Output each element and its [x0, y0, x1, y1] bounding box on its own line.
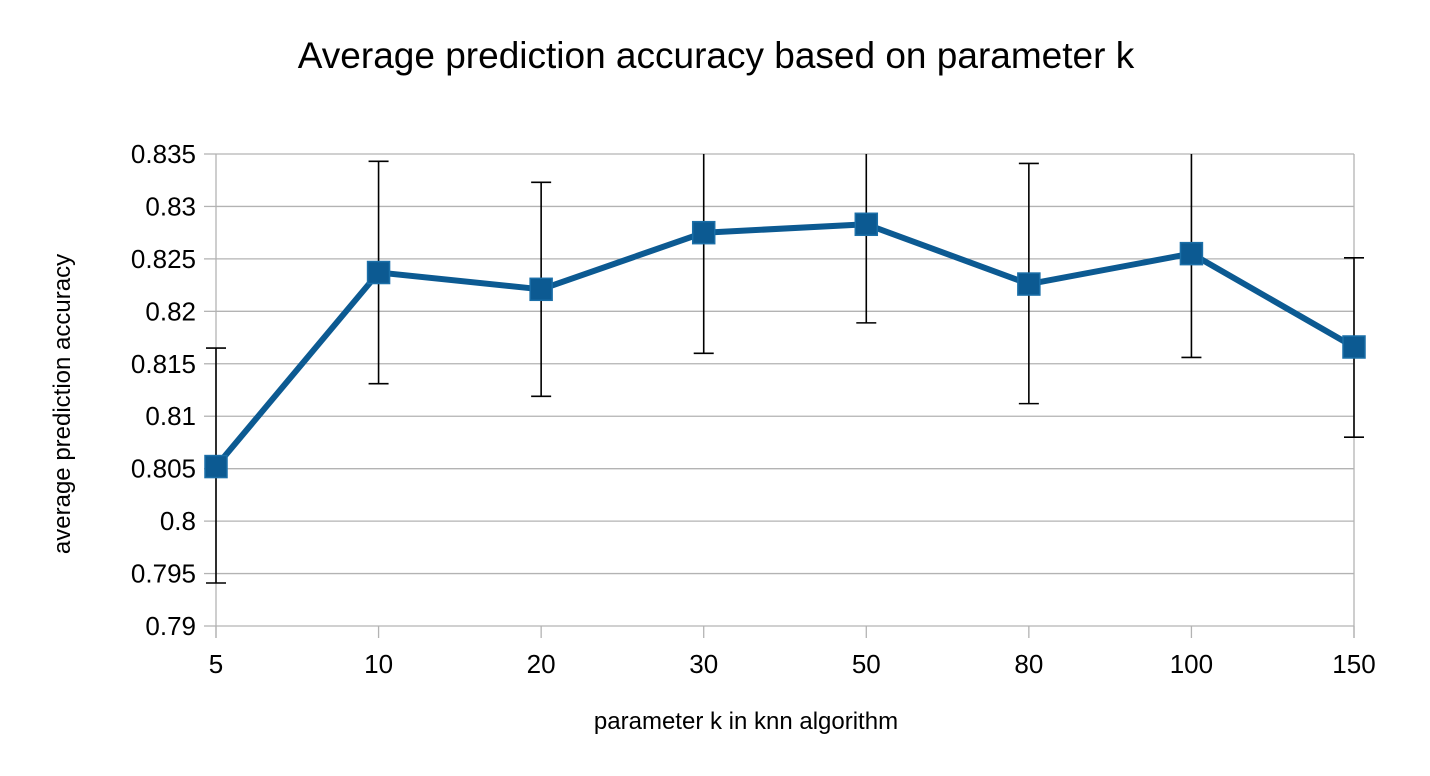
y-tick-label: 0.825 — [131, 244, 196, 274]
y-tick-label: 0.8 — [160, 506, 196, 536]
x-tick-label: 50 — [852, 649, 881, 679]
x-tick-label: 20 — [527, 649, 556, 679]
data-point — [1017, 272, 1041, 296]
data-point — [854, 212, 879, 237]
data-point — [529, 277, 553, 302]
x-tick-label: 150 — [1332, 649, 1375, 679]
y-axis-title: average prediction accuracy — [49, 254, 76, 554]
grid — [204, 153, 1355, 638]
data-point — [366, 260, 391, 285]
x-tick-label: 5 — [209, 649, 223, 679]
series — [204, 212, 1366, 479]
chart-title: Average prediction accuracy based on par… — [298, 35, 1135, 76]
x-tick-label: 10 — [364, 649, 393, 679]
y-ticks: 0.79 0.795 0.8 0.805 0.81 0.815 0.82 0.825 0.83 0… — [131, 139, 196, 641]
error-bars — [206, 154, 1364, 584]
x-tick-label: 80 — [1014, 649, 1043, 679]
y-tick-label: 0.795 — [131, 559, 196, 589]
y-tick-label: 0.815 — [131, 349, 196, 379]
y-tick-label: 0.79 — [145, 611, 196, 641]
x-ticks: 5 10 20 30 50 80 100 150 — [209, 649, 1376, 679]
data-point — [691, 220, 716, 245]
series-line — [213, 221, 1356, 469]
data-point — [204, 454, 228, 479]
y-tick-label: 0.835 — [131, 139, 196, 169]
y-tick-label: 0.82 — [145, 296, 196, 326]
y-tick-label: 0.83 — [145, 191, 196, 221]
y-tick-label: 0.81 — [145, 401, 196, 431]
x-tick-label: 100 — [1170, 649, 1213, 679]
x-axis-title: parameter k in knn algorithm — [594, 708, 898, 735]
data-point — [1342, 335, 1366, 359]
x-tick-label: 30 — [689, 649, 718, 679]
data-point — [1179, 241, 1204, 266]
y-tick-label: 0.805 — [131, 454, 196, 484]
